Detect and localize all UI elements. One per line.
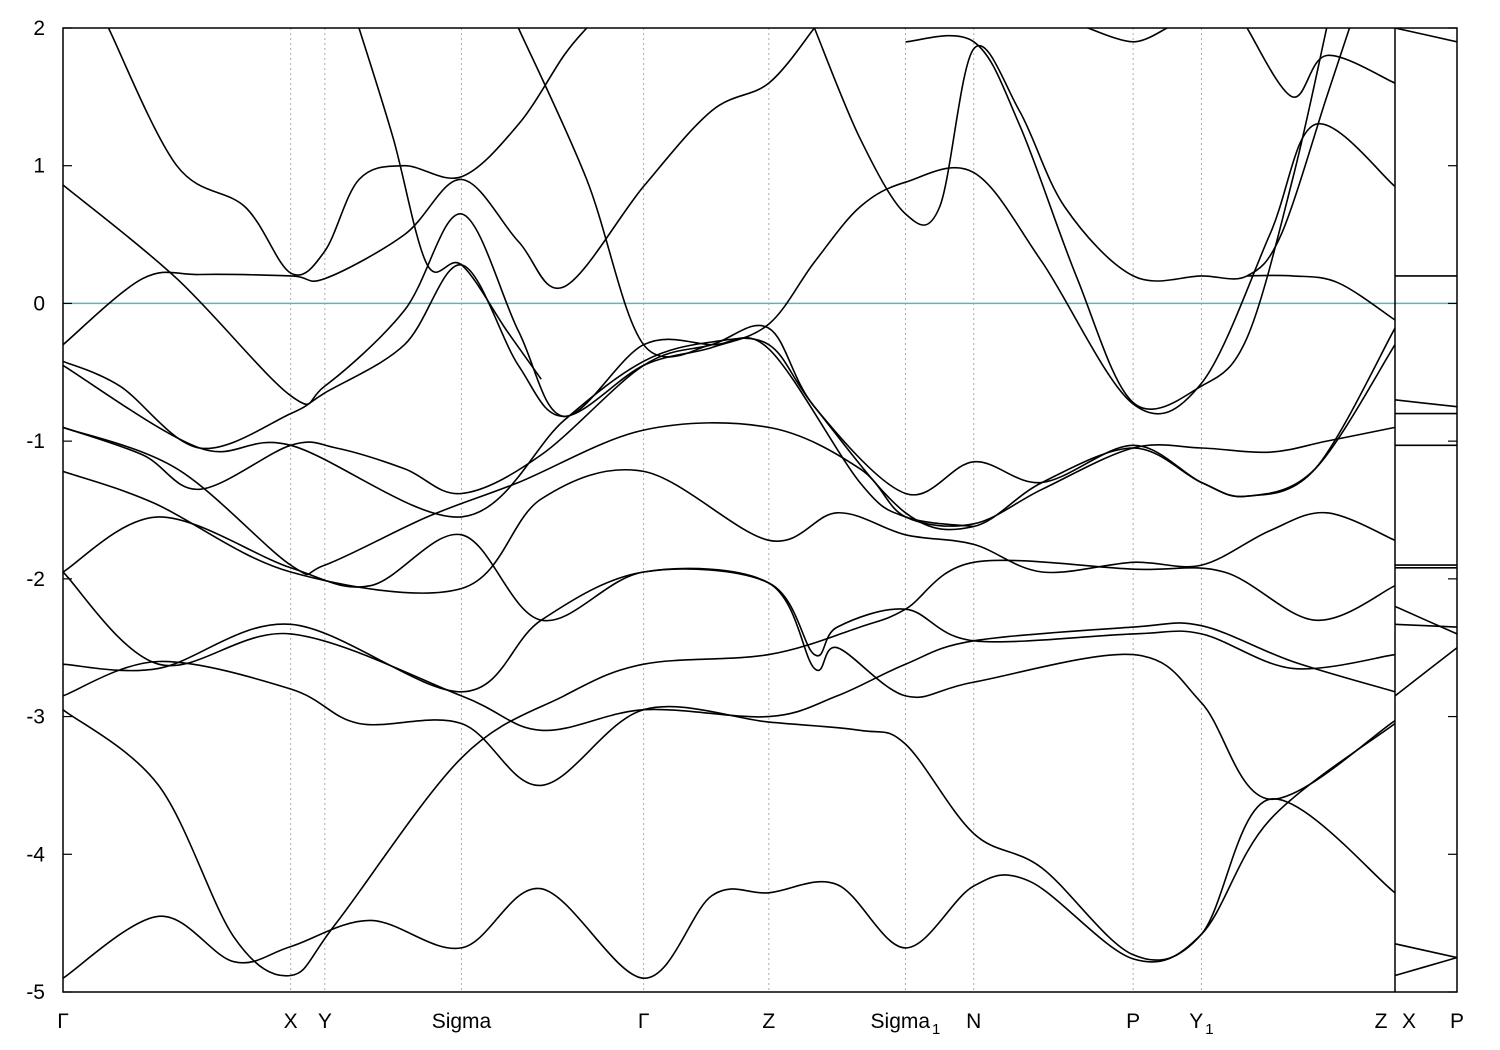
x-tick-label: X xyxy=(284,1010,298,1033)
band-line xyxy=(358,28,542,380)
band-line xyxy=(1246,274,1396,321)
band-line xyxy=(63,327,1396,531)
band-line xyxy=(1394,956,1457,977)
y-tick-label: -4 xyxy=(26,843,45,866)
band-line xyxy=(63,571,1396,732)
y-tick-label: -5 xyxy=(26,981,45,1004)
y-tick-label: 1 xyxy=(33,155,45,178)
band-line xyxy=(63,28,816,346)
band-lines xyxy=(63,28,1457,980)
band-line xyxy=(63,660,1396,961)
x-tick-label: Sigma xyxy=(432,1010,492,1033)
y-axis-ticks: 2 1 0 -1 -2 -3 -4 -5 xyxy=(26,17,1457,1004)
band-line xyxy=(63,468,1396,594)
band-line xyxy=(107,28,588,276)
y-tick-label: 2 xyxy=(33,17,45,40)
x-tick-label: Sigma 1 xyxy=(871,1010,941,1038)
band-line xyxy=(63,324,1396,498)
band-line xyxy=(1394,605,1457,635)
band-line xyxy=(63,722,1396,980)
x-tick-label: P xyxy=(1450,1010,1464,1033)
x-tick-label: Z xyxy=(1375,1010,1388,1033)
x-tick-label: X xyxy=(1402,1010,1416,1033)
band-line xyxy=(1394,623,1457,628)
y-tick-label: 0 xyxy=(33,292,45,315)
band-line xyxy=(905,28,1328,410)
band-line xyxy=(63,422,1396,576)
band-line xyxy=(63,559,1396,977)
band-line xyxy=(1394,943,1457,959)
band-line xyxy=(1394,399,1457,408)
x-tick-label: Γ xyxy=(638,1010,650,1033)
band-line xyxy=(1087,28,1168,43)
x-tick-label: P xyxy=(1126,1010,1140,1033)
plot-frame xyxy=(62,27,1458,993)
band-line xyxy=(63,184,974,528)
band-line xyxy=(1394,647,1457,697)
x-tick-label: N xyxy=(966,1010,981,1033)
band-line xyxy=(1246,28,1396,98)
x-tick-label: Z xyxy=(762,1010,775,1033)
x-axis-ticks: Γ X Y Sigma Γ Z Sigma 1 N P Y 1 Z X P xyxy=(57,1010,1464,1038)
y-tick-label: -3 xyxy=(26,706,45,729)
band-line xyxy=(63,123,1396,450)
band-line xyxy=(813,28,1351,282)
y-tick-label: -1 xyxy=(26,430,45,453)
x-tick-label: Γ xyxy=(57,1010,69,1033)
band-line xyxy=(1394,28,1457,43)
band-line xyxy=(63,568,1396,693)
high-symmetry-gridlines xyxy=(290,28,1396,992)
y-tick-label: -2 xyxy=(26,568,45,591)
band-line xyxy=(517,28,713,358)
x-tick-label: Y xyxy=(318,1010,332,1033)
